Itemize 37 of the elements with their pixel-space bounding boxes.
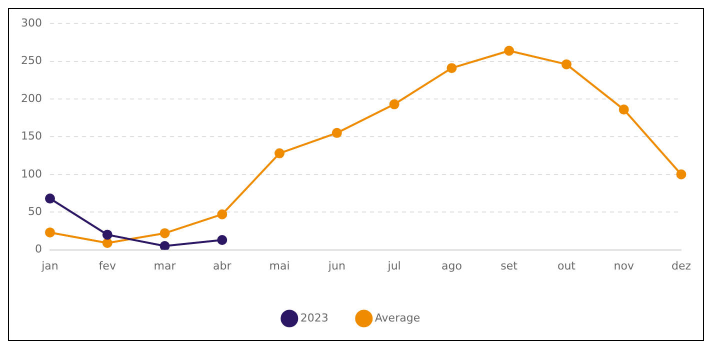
point: [618, 104, 629, 115]
x-tick-label: mai: [269, 259, 290, 272]
y-tick-label: 100: [20, 167, 42, 180]
point: [561, 59, 572, 70]
x-tick-label: dez: [671, 259, 692, 272]
y-tick-label: 50: [28, 204, 42, 218]
y-tick-label: 150: [20, 130, 42, 143]
x-tick-label: out: [557, 259, 576, 272]
point: [676, 169, 686, 180]
x-tick-label: ago: [441, 259, 462, 272]
point: [446, 63, 457, 74]
point: [332, 128, 342, 138]
legend-label: Average: [374, 311, 420, 324]
y-tick-label: 0: [34, 242, 42, 256]
x-tick-label: jan: [40, 259, 58, 272]
point: [274, 148, 285, 158]
x-tick-label: nov: [614, 259, 634, 272]
point: [102, 238, 112, 248]
x-tick-label: mar: [154, 259, 176, 272]
legend-label: 2023: [300, 311, 328, 324]
x-tick-label: fev: [98, 259, 116, 272]
x-tick-label: jun: [327, 259, 346, 272]
y-tick-label: 300: [20, 16, 42, 30]
point: [44, 194, 55, 204]
x-tick-label: jul: [386, 259, 401, 272]
point: [504, 46, 514, 56]
point: [44, 227, 55, 238]
point: [160, 241, 170, 250]
x-tick-label: set: [500, 259, 518, 272]
point: [102, 230, 112, 240]
point: [217, 235, 228, 245]
x-tick-label: abr: [213, 259, 232, 272]
y-tick-label: 200: [20, 92, 42, 105]
point: [217, 209, 228, 220]
point: [389, 99, 400, 110]
point: [160, 228, 170, 238]
y-tick-label: 250: [20, 54, 42, 68]
